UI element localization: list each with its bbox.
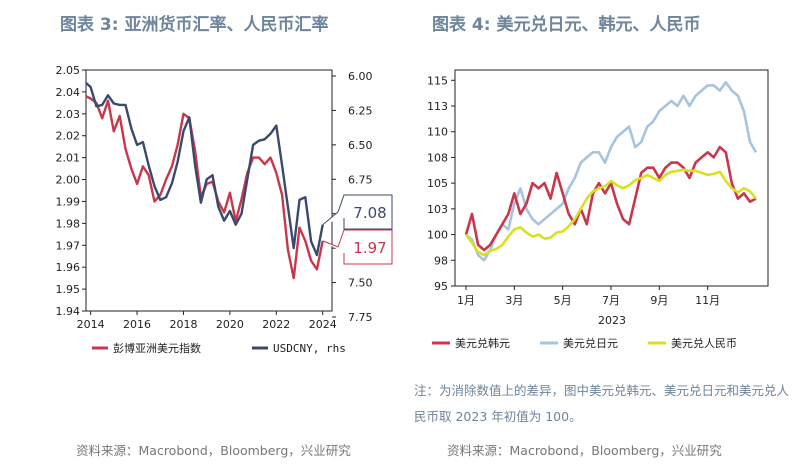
series-line-usdcny [464,168,757,257]
chart-note: 注：为消除数值上的差异，图中美元兑韩元、美元兑日元和美元兑人民币取 2023 年… [414,383,790,424]
end-label-asia-index: 1.97 [353,239,386,257]
end-label-usdcny: 7.08 [353,204,386,222]
y-tick-label: 110 [427,126,448,139]
legend-label-usdjpy: 美元兑日元 [563,336,618,350]
source-right: 资料来源：Macrobond，Bloomberg，兴业研究 [447,443,722,458]
right-y-tick-label: 7.50 [348,277,373,290]
legend-label-usdcny: 美元兑人民币 [671,336,737,350]
left-y-tick-label: 2.04 [56,86,81,99]
left-y-tick-label: 1.97 [56,239,81,252]
y-tick-label: 108 [427,151,448,164]
left-y-tick-label: 2.00 [56,174,81,187]
left-chart-title: 图表 3: 亚洲货币汇率、人民币汇率 [60,15,329,35]
y-tick-label: 113 [427,100,448,113]
right-y-tick-label: 6.00 [348,70,373,83]
left-chart: 1.94 1.95 1.96 1.97 1.98 1.99 2.00 2.01 2.02 2.03… [56,64,393,355]
right-chart-title: 图表 4: 美元兑日元、韩元、人民币 [432,15,701,35]
end-label-box-usdcny [322,194,393,230]
x-tick-label: 2014 [77,318,105,331]
legend-label-usdcny: USDCNY, rhs [273,342,346,355]
right-plot-frame [454,69,769,287]
left-y-tick-label: 1.98 [56,217,81,230]
y-tick-label: 105 [427,177,448,190]
right-y-tick-label: 6.25 [348,104,373,117]
x-tick-label: 11月 [695,294,720,307]
y-tick-label: 95 [434,280,448,293]
x-tick-label: 2018 [169,318,197,331]
series-line-usdjpy [465,81,758,262]
left-y-tick-label: 2.02 [56,130,81,143]
y-tick-label: 100 [427,229,448,242]
legend-label-asia-index: 彭博亚洲美元指数 [113,341,201,355]
source-left: 资料来源：Macrobond，Bloomberg，兴业研究 [76,443,351,458]
right-chart: 95 98 100 103 105 108 110 113 115 1月 3月 5月 7月 9月 11月 20… [427,69,769,350]
x-tick-label: 5月 [554,294,572,307]
left-y-tick-label: 1.94 [56,305,81,318]
left-y-tick-label: 1.95 [56,283,81,296]
series-line-usdkrw [464,145,757,252]
legend-label-usdkrw: 美元兑韩元 [455,336,510,350]
left-y-tick-label: 2.03 [56,108,81,121]
y-tick-label: 98 [434,254,448,267]
left-y-tick-label: 2.05 [56,64,81,77]
left-y-tick-label: 1.96 [56,261,81,274]
x-year-label: 2023 [598,314,626,327]
x-tick-label: 2016 [123,318,151,331]
x-tick-label: 7月 [602,294,620,307]
right-y-tick-label: 7.75 [348,311,373,324]
right-y-tick-label: 6.75 [348,173,373,186]
left-y-tick-label: 1.99 [56,195,81,208]
x-tick-label: 2024 [309,318,337,331]
y-tick-label: 115 [427,74,448,87]
end-label-box-asia-index [322,229,393,265]
x-tick-label: 9月 [650,294,668,307]
x-tick-label: 1月 [457,294,475,307]
series-line-usdcny [85,82,324,257]
left-y-tick-label: 2.01 [56,152,81,165]
y-tick-label: 103 [427,203,448,216]
left-plot-frame [85,69,333,312]
x-tick-label: 2022 [262,318,290,331]
right-y-tick-label: 6.50 [348,139,373,152]
x-tick-label: 2020 [216,318,244,331]
x-tick-label: 3月 [505,294,523,307]
